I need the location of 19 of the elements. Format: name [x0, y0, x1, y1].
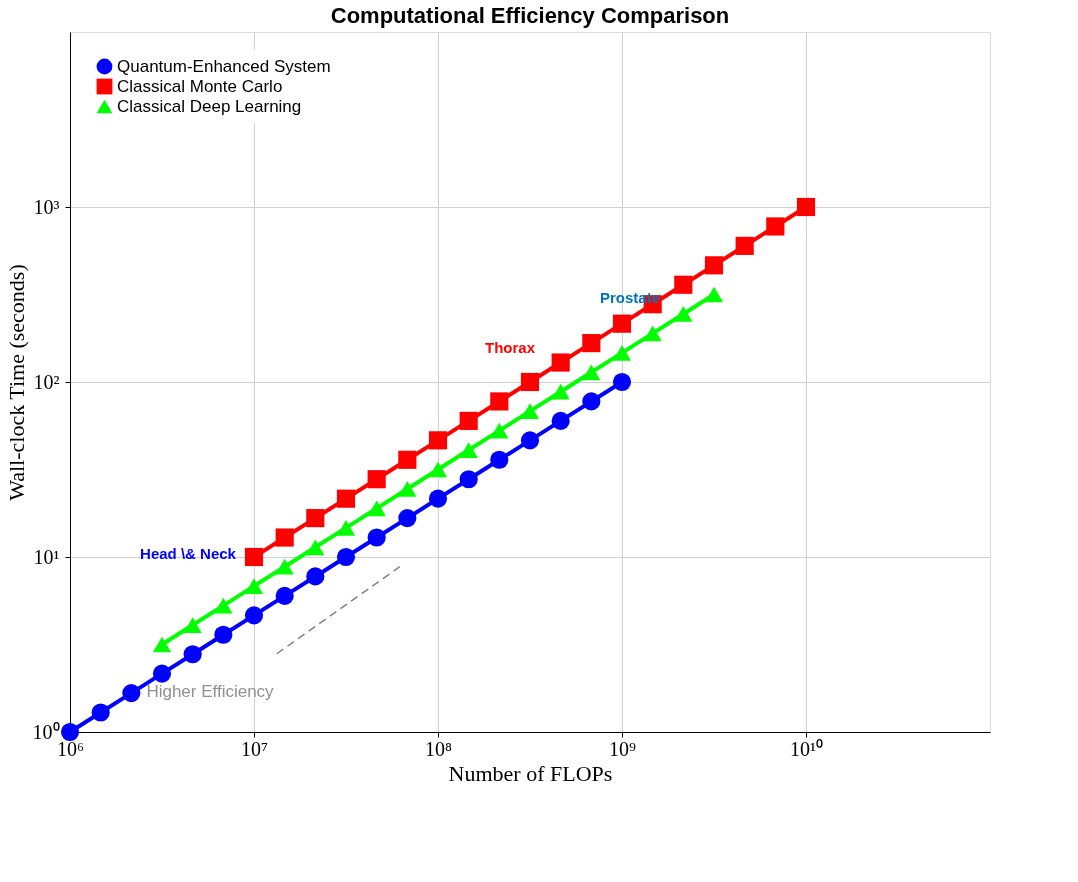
x-tick-label: 10⁶: [57, 737, 85, 760]
annotation: Thorax: [484, 339, 536, 356]
annotation: Prostate: [599, 289, 661, 306]
y-axis-title: Wall-clock Time (seconds): [3, 264, 29, 501]
y-tick-label: 10³: [33, 195, 60, 218]
x-tick-label: 10⁷: [241, 737, 269, 760]
x-tick-label: 10¹⁰: [790, 737, 823, 760]
x-axis-title: Number of FLOPs: [448, 760, 613, 786]
annotation: Head \& Neck: [140, 545, 237, 562]
legend-label: Classical Deep Learning: [117, 96, 302, 116]
annotation: Higher Efficiency: [146, 682, 275, 701]
x-tick-label: 10⁸: [425, 737, 453, 760]
legend-label: Classical Monte Carlo: [117, 76, 283, 96]
legend-label: Quantum-Enhanced System: [117, 56, 331, 76]
y-tick-label: 10⁰: [32, 720, 60, 743]
y-tick-label: 10¹: [33, 545, 60, 568]
y-tick-label: 10²: [33, 370, 60, 393]
chart-title: Computational Efficiency Comparison: [330, 3, 730, 28]
x-tick-label: 10⁹: [609, 737, 637, 760]
